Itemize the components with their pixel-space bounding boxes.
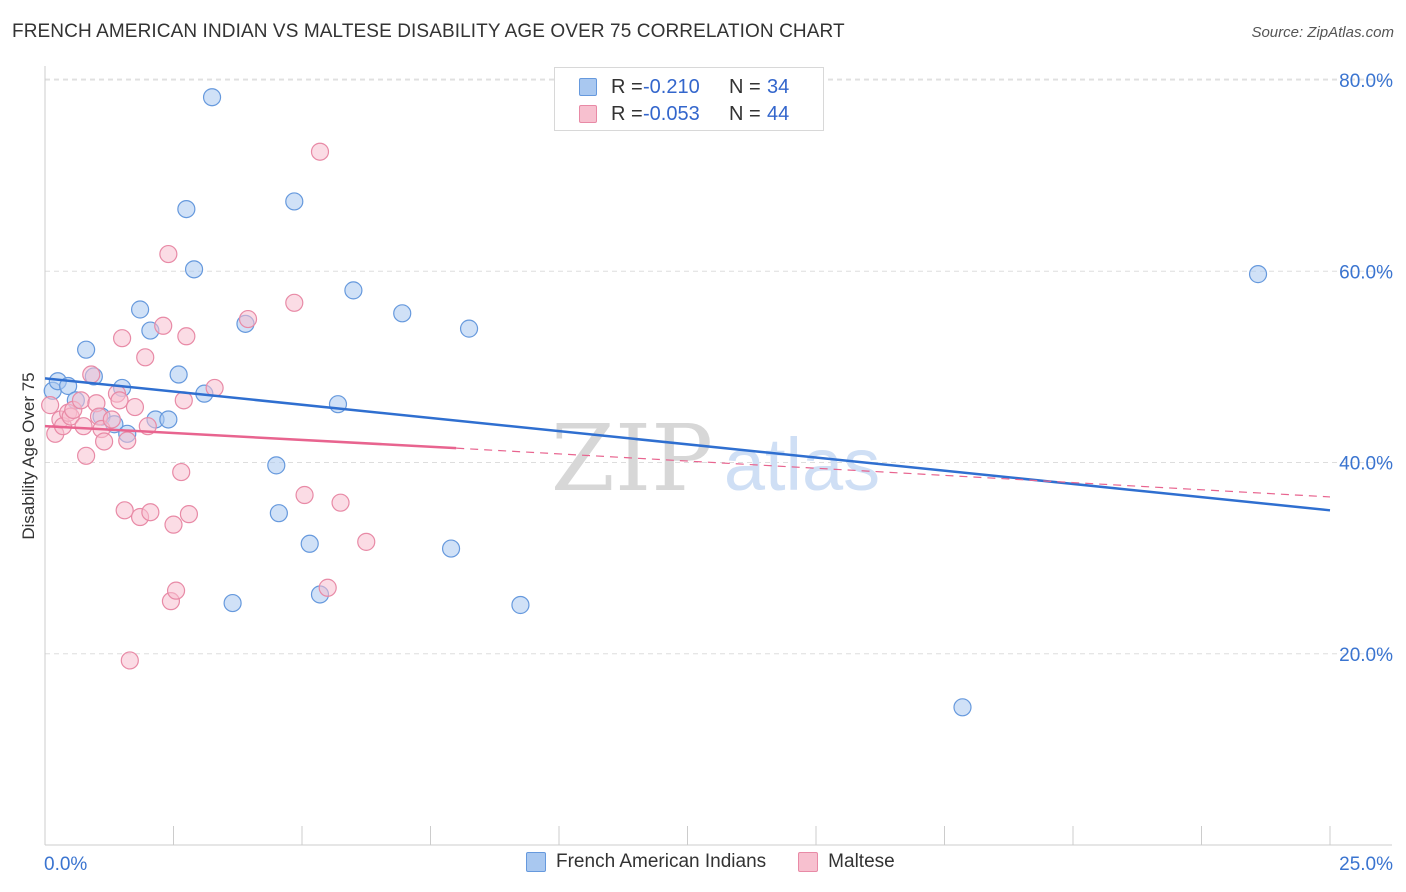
trend-line-maltese bbox=[44, 424, 457, 450]
point-maltese bbox=[125, 397, 145, 417]
point-french-american-indians bbox=[202, 88, 222, 107]
point-maltese bbox=[318, 578, 337, 597]
point-french-american-indians bbox=[159, 410, 178, 429]
point-maltese bbox=[41, 396, 60, 415]
legend-label: French American Indians bbox=[556, 851, 767, 872]
legend-row-french-american-indians: R = -0.210 N = 34 bbox=[579, 74, 789, 100]
watermark-atlas: atlas bbox=[724, 423, 880, 506]
n-label: N = bbox=[729, 75, 761, 98]
point-maltese bbox=[95, 432, 114, 451]
watermark: ZIP atlas bbox=[551, 405, 880, 512]
point-french-american-indians bbox=[953, 698, 972, 717]
trend-line-french-american-indians bbox=[44, 377, 1331, 512]
y-tick-label: 60.0% bbox=[1339, 262, 1393, 283]
point-french-american-indians bbox=[285, 192, 304, 211]
r-label: R = bbox=[611, 102, 643, 125]
point-french-american-indians bbox=[459, 319, 479, 338]
legend-swatch-blue bbox=[526, 852, 546, 872]
point-maltese bbox=[310, 142, 330, 161]
legend-label: Maltese bbox=[828, 851, 895, 872]
point-french-american-indians bbox=[393, 304, 412, 323]
chart-title: FRENCH AMERICAN INDIAN VS MALTESE DISABI… bbox=[12, 21, 845, 42]
y-tick-label: 20.0% bbox=[1339, 645, 1393, 666]
point-maltese bbox=[179, 505, 199, 524]
point-maltese bbox=[74, 417, 93, 436]
legend-item-french-american-indians[interactable]: French American Indians bbox=[526, 851, 766, 873]
r-value: -0.053 bbox=[643, 102, 700, 125]
point-maltese bbox=[102, 410, 121, 429]
n-label: N = bbox=[729, 102, 761, 125]
data-points bbox=[41, 88, 1268, 717]
grid bbox=[45, 78, 1392, 655]
point-maltese bbox=[141, 503, 160, 522]
x-tick-label: 25.0% bbox=[1339, 854, 1393, 875]
point-maltese bbox=[285, 293, 304, 312]
point-french-american-indians bbox=[441, 539, 461, 558]
point-maltese bbox=[118, 431, 137, 450]
source-label: Source: ZipAtlas.com bbox=[1251, 24, 1394, 41]
point-french-american-indians bbox=[1248, 265, 1268, 284]
point-french-american-indians bbox=[511, 595, 530, 615]
legend-item-maltese[interactable]: Maltese bbox=[798, 851, 895, 873]
legend-swatch-blue bbox=[579, 78, 597, 96]
r-label: R = bbox=[611, 75, 643, 98]
point-french-american-indians bbox=[267, 456, 286, 475]
point-maltese bbox=[166, 581, 186, 600]
point-french-american-indians bbox=[269, 504, 288, 523]
point-maltese bbox=[295, 485, 314, 505]
point-maltese bbox=[154, 316, 173, 335]
r-value: -0.210 bbox=[643, 75, 700, 98]
point-maltese bbox=[159, 244, 178, 264]
point-maltese bbox=[172, 462, 191, 482]
n-value: 44 bbox=[767, 102, 790, 125]
y-axis-label: Disability Age Over 75 bbox=[19, 372, 38, 539]
y-tick-label: 80.0% bbox=[1339, 71, 1393, 92]
point-french-american-indians bbox=[300, 534, 319, 553]
point-maltese bbox=[357, 532, 376, 551]
point-french-american-indians bbox=[130, 300, 150, 319]
series-legend: French American Indians Maltese bbox=[526, 851, 927, 873]
point-maltese bbox=[112, 329, 132, 348]
point-french-american-indians bbox=[223, 593, 242, 613]
trend-line-maltese-extrapolated bbox=[456, 447, 1331, 498]
point-french-american-indians bbox=[344, 281, 363, 300]
point-maltese bbox=[136, 348, 155, 367]
point-french-american-indians bbox=[77, 340, 96, 359]
point-maltese bbox=[177, 327, 196, 346]
point-maltese bbox=[82, 365, 101, 384]
axes bbox=[44, 66, 1392, 846]
point-french-american-indians bbox=[169, 365, 188, 384]
legend-swatch-pink bbox=[798, 852, 819, 872]
point-french-american-indians bbox=[184, 260, 204, 279]
watermark-zip: ZIP bbox=[551, 405, 713, 512]
x-tick-label: 0.0% bbox=[44, 854, 87, 875]
point-french-american-indians bbox=[177, 199, 196, 219]
point-maltese bbox=[71, 391, 91, 410]
point-maltese bbox=[238, 309, 258, 329]
legend-swatch-pink bbox=[579, 105, 597, 123]
point-maltese bbox=[164, 515, 183, 534]
n-value: 34 bbox=[767, 75, 790, 98]
point-maltese bbox=[115, 501, 134, 520]
y-tick-label: 40.0% bbox=[1339, 454, 1393, 475]
point-maltese bbox=[110, 391, 129, 410]
correlation-legend: R = -0.210 N = 34 R = -0.053 N = 44 bbox=[554, 67, 824, 131]
tick-labels: 20.0% 40.0% 60.0% 80.0% 0.0% 25.0% bbox=[44, 71, 1393, 875]
point-maltese bbox=[205, 378, 224, 398]
legend-row-maltese: R = -0.053 N = 44 bbox=[579, 101, 789, 127]
point-maltese bbox=[331, 493, 350, 512]
point-maltese bbox=[120, 651, 139, 670]
point-maltese bbox=[77, 446, 96, 465]
trend-lines bbox=[44, 377, 1331, 512]
